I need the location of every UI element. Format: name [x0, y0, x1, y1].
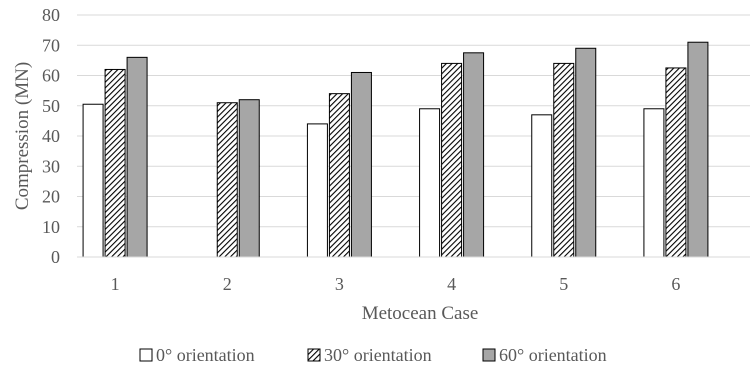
legend-swatch — [139, 348, 153, 362]
y-tick-label: 80 — [42, 5, 60, 25]
legend-swatch — [482, 348, 496, 362]
y-tick-label: 10 — [42, 217, 60, 237]
x-tick-label: 4 — [447, 274, 456, 294]
y-tick-label: 40 — [42, 126, 60, 146]
bar-0deg-case-5 — [531, 114, 553, 258]
legend-label: 60° orientation — [499, 345, 607, 365]
x-tick-label: 1 — [111, 274, 120, 294]
y-axis-title: Compression (MN) — [12, 62, 33, 210]
x-tick-label: 5 — [559, 274, 568, 294]
y-axis-ticks: 0 10 20 30 40 50 60 70 80 — [42, 5, 60, 267]
bar-60deg-case-6 — [687, 41, 709, 258]
y-tick-label: 0 — [51, 247, 60, 267]
x-axis-ticks: 1 2 3 4 5 6 — [111, 274, 681, 294]
bar-0deg-case-6 — [643, 108, 665, 258]
x-tick-label: 6 — [671, 274, 680, 294]
bar-60deg-case-2 — [238, 99, 260, 258]
bars — [82, 41, 709, 258]
bar-30deg-case-5 — [553, 62, 575, 258]
bar-30deg-case-4 — [441, 62, 463, 258]
bar-60deg-case-1 — [126, 56, 148, 258]
y-tick-label: 50 — [42, 96, 60, 116]
bar-30deg-case-1 — [104, 68, 126, 258]
gridlines — [77, 14, 750, 228]
x-tick-label: 3 — [335, 274, 344, 294]
bar-30deg-case-6 — [665, 67, 687, 258]
bar-0deg-case-4 — [419, 108, 441, 258]
x-tick-label: 2 — [223, 274, 232, 294]
bar-60deg-case-3 — [350, 71, 372, 258]
y-tick-label: 30 — [42, 156, 60, 176]
y-tick-label: 20 — [42, 187, 60, 207]
legend-label: 30° orientation — [324, 345, 432, 365]
y-tick-label: 60 — [42, 66, 60, 86]
bar-60deg-case-4 — [463, 52, 485, 258]
bar-0deg-case-3 — [306, 123, 328, 258]
y-tick-label: 70 — [42, 35, 60, 55]
bar-0deg-case-1 — [82, 103, 104, 258]
bar-30deg-case-2 — [216, 102, 238, 258]
legend-swatch — [307, 348, 321, 362]
legend-label: 0° orientation — [156, 345, 255, 365]
x-axis-title: Metocean Case — [362, 303, 479, 324]
bar-30deg-case-3 — [328, 93, 350, 258]
legend: 0° orientation 30° orientation 60° orienta… — [139, 345, 607, 365]
bar-60deg-case-5 — [575, 47, 597, 258]
